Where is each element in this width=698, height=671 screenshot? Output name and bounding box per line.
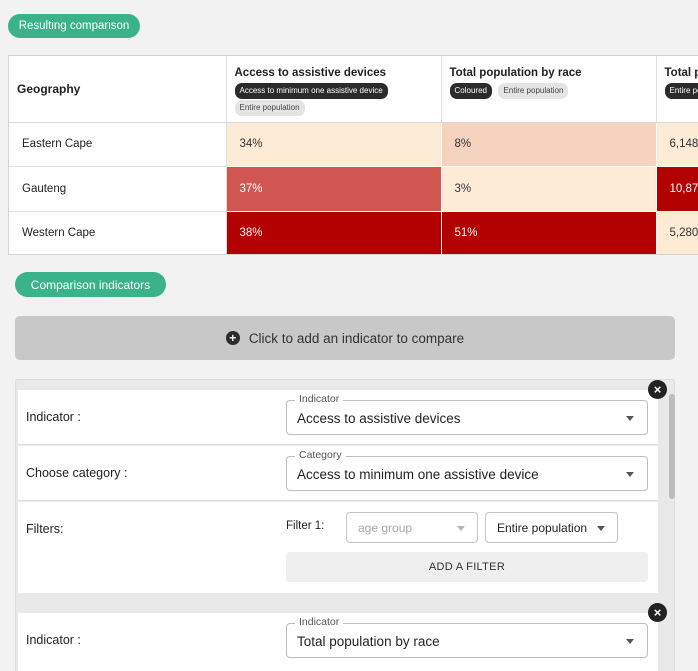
indicator-legend: Indicator	[295, 393, 344, 405]
indicator-legend: Indicator	[295, 616, 344, 628]
value-cell: 10,87	[656, 166, 698, 212]
category-label: Choose category :	[26, 466, 128, 480]
indicator-value: Total population by race	[297, 634, 440, 649]
value-cell: 37%	[226, 166, 442, 212]
column-title: Total population by race	[664, 67, 698, 79]
geography-cell: Eastern Cape	[9, 122, 227, 167]
close-icon[interactable]: ×	[648, 380, 667, 399]
resulting-comparison-title: Resulting comparison	[8, 14, 140, 38]
geography-cell: Western Cape	[9, 211, 227, 254]
add-indicator-label: Click to add an indicator to compare	[248, 330, 465, 346]
column-header[interactable]: Total population by race Entire populati…	[656, 56, 698, 123]
value-cell: 8%	[441, 122, 657, 167]
filters-row: Filters: Filter 1: age group Entire popu…	[18, 502, 658, 593]
value-cell: 51%	[441, 211, 657, 254]
add-filter-button[interactable]: ADD A FILTER	[286, 552, 648, 582]
close-icon[interactable]: ×	[648, 603, 667, 622]
chevron-down-icon	[626, 416, 634, 421]
column-tag: Access to minimum one assistive device	[234, 83, 388, 99]
value-cell: 3%	[441, 166, 657, 212]
comparison-table: Geography Access to assistive devices Ac…	[9, 56, 698, 254]
table-row: Gauteng 37% 3% 10,87	[9, 166, 698, 212]
indicator-select[interactable]: Indicator Total population by race	[286, 616, 648, 658]
column-tag: Entire population	[664, 83, 698, 99]
column-header[interactable]: Access to assistive devices Access to mi…	[226, 56, 442, 123]
value-cell: 38%	[226, 211, 442, 254]
value-cell: 5,280,	[656, 211, 698, 254]
column-tag: Entire population	[234, 100, 305, 116]
chevron-down-icon	[626, 639, 634, 644]
category-select[interactable]: Category Access to minimum one assistive…	[286, 449, 648, 491]
category-legend: Category	[295, 449, 346, 461]
filters-label: Filters:	[26, 522, 64, 536]
table-header-row: Geography Access to assistive devices Ac…	[9, 56, 698, 123]
indicator-select[interactable]: Indicator Access to assistive devices	[286, 393, 648, 435]
filter-1-group-select[interactable]: age group	[346, 512, 478, 543]
indicator-label: Indicator :	[26, 410, 81, 424]
indicator-row: Indicator : Indicator Access to assistiv…	[18, 390, 658, 445]
indicator-row: Indicator : Indicator Total population b…	[18, 613, 658, 671]
geography-header[interactable]: Geography	[9, 56, 227, 123]
category-value: Access to minimum one assistive device	[297, 467, 539, 482]
filter-1-group-placeholder: age group	[358, 521, 413, 535]
comparison-indicators-title: Comparison indicators	[15, 272, 166, 297]
value-cell: 34%	[226, 122, 442, 167]
column-title: Total population by race	[449, 67, 582, 79]
value-cell: 6,148,	[656, 122, 698, 167]
filter-1-label: Filter 1:	[286, 520, 325, 532]
column-tag: Entire population	[498, 83, 569, 99]
comparison-table-container[interactable]: Geography Access to assistive devices Ac…	[8, 55, 698, 255]
column-tag: Coloured	[449, 83, 492, 99]
panel-scrollbar[interactable]	[669, 394, 675, 499]
indicator-value: Access to assistive devices	[297, 411, 461, 426]
chevron-down-icon	[626, 472, 634, 477]
column-header[interactable]: Total population by race Coloured Entire…	[441, 56, 657, 123]
indicator-label: Indicator :	[26, 633, 81, 647]
filter-1-value-select[interactable]: Entire population	[485, 512, 618, 543]
column-title: Access to assistive devices	[234, 67, 387, 79]
add-indicator-button[interactable]: + Click to add an indicator to compare	[15, 316, 675, 360]
chevron-down-icon	[457, 526, 465, 531]
chevron-down-icon	[597, 526, 605, 531]
geography-cell: Gauteng	[9, 166, 227, 212]
plus-circle-icon: +	[225, 331, 240, 345]
filter-1-value: Entire population	[497, 521, 588, 535]
category-row: Choose category : Category Access to min…	[18, 446, 658, 501]
